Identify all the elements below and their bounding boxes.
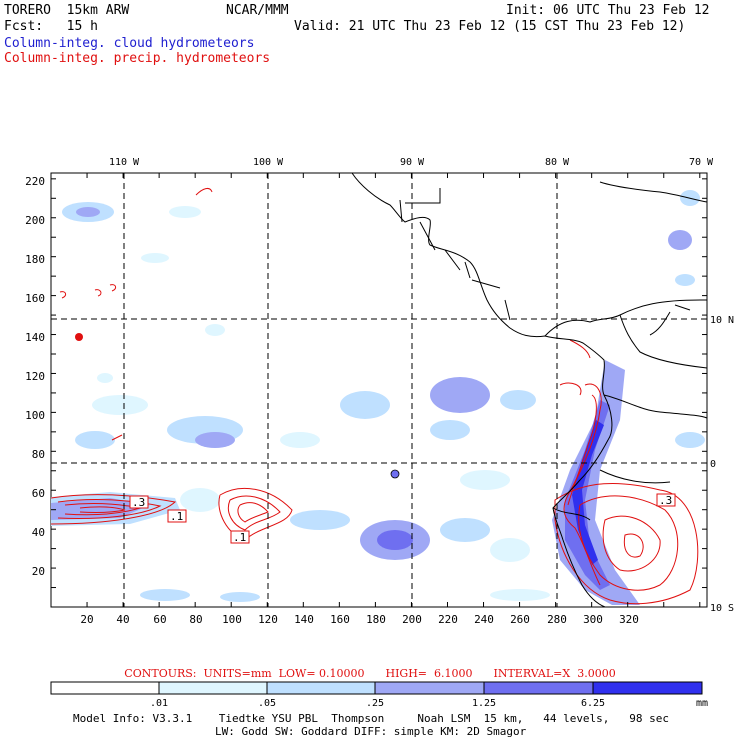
contour-label: .3	[132, 496, 145, 509]
colorbar-tick: .25	[366, 698, 384, 709]
tick-marks	[50, 173, 707, 608]
colorbar-tick: 1.25	[472, 698, 496, 709]
y-axis-labels: 220 200 180 160 140 120 100 80 60 40 20	[25, 175, 45, 578]
organization: NCAR/MMM	[226, 3, 289, 18]
x-tick-label: 20	[80, 613, 93, 626]
colorbar-tick: .05	[258, 698, 276, 709]
x-tick-label: 240	[474, 613, 494, 626]
model-name: TORERO 15km ARW	[4, 3, 130, 18]
lat-label: 10 S	[710, 603, 734, 614]
y-tick-label: 20	[32, 565, 45, 578]
lon-label: 80 W	[545, 157, 570, 168]
y-tick-label: 80	[32, 448, 45, 461]
x-tick-label: 280	[547, 613, 567, 626]
x-tick-label: 180	[366, 613, 386, 626]
lon-label: 100 W	[253, 157, 284, 168]
x-tick-label: 80	[189, 613, 202, 626]
y-tick-label: 180	[25, 253, 45, 266]
y-tick-label: 220	[25, 175, 45, 188]
field-precip-label: Column-integ. precip. hydrometeors	[4, 51, 271, 66]
forecast-hour: Fcst: 15 h	[4, 19, 98, 34]
lat-label: 0	[710, 459, 716, 470]
x-tick-label: 320	[619, 613, 639, 626]
y-tick-label: 200	[25, 214, 45, 227]
y-tick-label: 60	[32, 487, 45, 500]
contour-label: .1	[170, 510, 183, 523]
colorbar-tick: .01	[150, 698, 168, 709]
y-tick-label: 40	[32, 526, 45, 539]
x-axis-labels: 20 40 60 80 100 120 140 160 180 200 220 …	[80, 613, 639, 626]
colorbar-band	[266, 681, 376, 695]
contours-info: CONTOURS: UNITS=mm LOW= 0.10000 HIGH= 6.…	[124, 667, 616, 680]
model-info: Model Info: V3.3.1 Tiedtke YSU PBL Thomp…	[73, 712, 670, 725]
y-tick-label: 120	[25, 370, 45, 383]
colorbar-band	[50, 681, 160, 695]
colorbar-band	[592, 681, 703, 695]
top-longitude-labels: 110 W 100 W 90 W 80 W 70 W	[109, 157, 714, 168]
model-physics: LW: Godd SW: Goddard DIFF: simple KM: 2D…	[215, 725, 527, 738]
contour-label-boxes: .3 .1 .1 .3	[129, 493, 676, 544]
colorbar-band	[483, 681, 594, 695]
lon-label: 90 W	[400, 157, 425, 168]
x-tick-label: 200	[402, 613, 422, 626]
lon-label: 110 W	[109, 157, 140, 168]
init-time: Init: 06 UTC Thu 23 Feb 12	[506, 3, 710, 18]
colorbar-band	[374, 681, 485, 695]
valid-time: Valid: 21 UTC Thu 23 Feb 12 (15 CST Thu …	[294, 19, 686, 34]
x-tick-label: 300	[583, 613, 603, 626]
colorbar-ticks: .01 .05 .25 1.25 6.25 mm	[150, 698, 708, 709]
lon-label: 70 W	[689, 157, 714, 168]
graticule	[51, 173, 707, 607]
colorbar-units: mm	[696, 698, 708, 709]
x-tick-label: 60	[153, 613, 166, 626]
x-tick-label: 40	[116, 613, 129, 626]
contour-label: .1	[233, 531, 246, 544]
coastlines	[351, 172, 708, 608]
x-tick-label: 140	[294, 613, 314, 626]
colorbar-tick: 6.25	[581, 698, 605, 709]
x-tick-label: 160	[330, 613, 350, 626]
colorbar-band	[158, 681, 268, 695]
x-tick-label: 220	[438, 613, 458, 626]
precip-hydrometeor-contours	[50, 187, 699, 605]
galapagos-cell	[390, 469, 400, 479]
y-tick-label: 160	[25, 292, 45, 305]
y-tick-label: 140	[25, 331, 45, 344]
field-cloud-label: Column-integ. cloud hydrometeors	[4, 36, 255, 51]
x-tick-label: 120	[258, 613, 278, 626]
lat-label: 10 N	[710, 315, 734, 326]
precip-cell	[75, 333, 83, 341]
x-tick-label: 260	[510, 613, 530, 626]
x-tick-label: 100	[222, 613, 242, 626]
right-latitude-labels: 10 N 0 10 S	[710, 315, 734, 614]
colorbar	[50, 681, 703, 695]
y-tick-label: 100	[25, 409, 45, 422]
contour-label: .3	[659, 494, 672, 507]
